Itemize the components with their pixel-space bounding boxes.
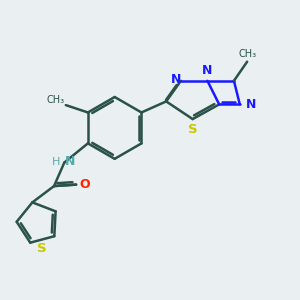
Text: CH₃: CH₃ [46,94,64,104]
Text: CH₃: CH₃ [238,49,256,59]
Text: N: N [202,64,213,77]
Text: O: O [80,178,90,190]
Text: N: N [65,155,76,168]
Text: H: H [52,157,61,166]
Text: N: N [170,73,181,86]
Text: S: S [188,123,197,136]
Text: N: N [246,98,256,111]
Text: S: S [38,242,47,255]
